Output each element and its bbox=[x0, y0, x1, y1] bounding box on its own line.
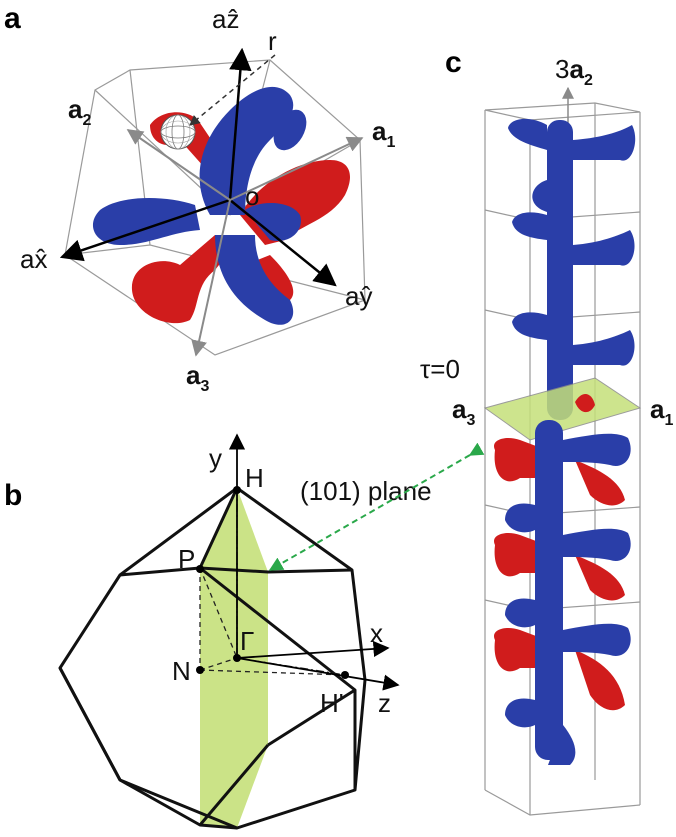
plane-correspondence-arrow bbox=[268, 442, 485, 571]
panel-a: a bbox=[4, 2, 395, 395]
tau-label: τ=0 bbox=[420, 354, 460, 384]
panel-c: c bbox=[420, 46, 673, 816]
tau-zero-slice bbox=[575, 394, 595, 413]
P-label: P bbox=[178, 544, 195, 574]
x-label: x bbox=[370, 618, 383, 648]
panel-b: b bbox=[4, 433, 485, 830]
panel-c-letter: c bbox=[445, 46, 462, 79]
brillouin-zone bbox=[58, 486, 367, 830]
origin-label: o bbox=[245, 181, 259, 211]
top-vector-label: 3a2 bbox=[555, 54, 593, 89]
panel-a-letter: a bbox=[4, 2, 21, 35]
axis-x-label: ax̂ bbox=[20, 244, 47, 274]
bz-axes bbox=[228, 433, 400, 691]
r-label: r bbox=[268, 26, 277, 56]
a1-label: a1 bbox=[372, 116, 395, 151]
a3-label: a3 bbox=[186, 360, 209, 395]
c-a3-label: a3 bbox=[452, 394, 475, 429]
high-symmetry-points bbox=[196, 486, 349, 679]
axis-z-label: aẑ bbox=[212, 4, 239, 34]
y-label: y bbox=[209, 443, 222, 473]
blue-tubes-lower bbox=[505, 420, 631, 765]
blue-gyroid-tubes bbox=[92, 86, 307, 325]
plane-101-label: (101) plane bbox=[300, 476, 432, 506]
a2-label: a2 bbox=[68, 94, 91, 129]
z-label: z bbox=[378, 688, 391, 718]
cartesian-axes bbox=[59, 47, 337, 287]
N-label: N bbox=[172, 656, 191, 686]
mesh-sphere bbox=[160, 114, 196, 150]
Hprime-label: H' bbox=[320, 688, 344, 718]
blue-tubes-upper bbox=[508, 118, 636, 420]
H-label: H bbox=[245, 463, 264, 493]
lattice-vectors-a bbox=[126, 129, 364, 357]
axis-y-label: aŷ bbox=[345, 281, 372, 311]
tau-zero-plane bbox=[483, 377, 642, 441]
Gamma-label: Γ bbox=[240, 626, 254, 656]
panel-b-letter: b bbox=[4, 479, 22, 512]
c-a1-label: a1 bbox=[650, 394, 673, 429]
